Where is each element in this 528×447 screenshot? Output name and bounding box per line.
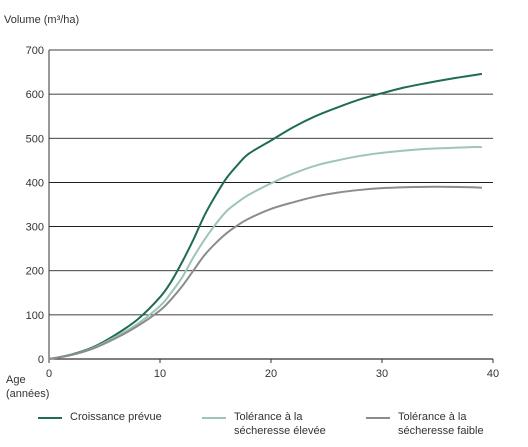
x-tick-label: 40 <box>487 368 499 380</box>
legend-label-3: Tolérance à la sécheresse faible <box>398 411 484 437</box>
series-line-1 <box>48 72 483 360</box>
legend-label-2: Tolérance à la sécheresse élevée <box>234 411 326 437</box>
legend-item-2: Tolérance à la sécheresse élevée <box>202 410 326 438</box>
x-tick-labels: 0 10 20 30 40 <box>46 359 499 380</box>
y-tick-label: 500 <box>26 133 44 145</box>
grid <box>48 49 493 360</box>
legend-item-3: Tolérance à la sécheresse faible <box>366 410 484 438</box>
x-axis-title: Age (années) <box>6 374 49 400</box>
legend-label-1: Croissance prévue <box>70 411 162 423</box>
y-tick-label: 700 <box>26 45 44 57</box>
legend-swatch-1 <box>38 417 62 419</box>
y-tick-labels: 0 100 200 300 400 500 600 700 <box>26 45 44 366</box>
series-line-2 <box>48 146 482 360</box>
y-tick-label: 600 <box>26 89 44 101</box>
legend-swatch-2 <box>202 417 226 419</box>
legend-swatch-3 <box>366 417 390 419</box>
y-tick-label: 300 <box>26 222 44 234</box>
series-line-3 <box>48 185 482 360</box>
x-tick-label: 20 <box>265 368 277 380</box>
y-tick-label: 100 <box>26 310 44 322</box>
y-tick-label: 200 <box>26 266 44 278</box>
y-tick-label: 0 <box>38 354 44 366</box>
x-tick-label: 0 <box>46 368 52 380</box>
legend-item-1: Croissance prévue <box>38 410 162 424</box>
series-group <box>48 72 483 360</box>
y-axis-title: Volume (m³/ha) <box>4 14 79 26</box>
x-axis-title-line-1: Age <box>6 374 26 386</box>
x-tick-label: 30 <box>376 368 388 380</box>
x-tick-label: 10 <box>154 368 166 380</box>
y-tick-label: 400 <box>26 177 44 189</box>
x-axis-title-line-2: (années) <box>6 388 49 400</box>
